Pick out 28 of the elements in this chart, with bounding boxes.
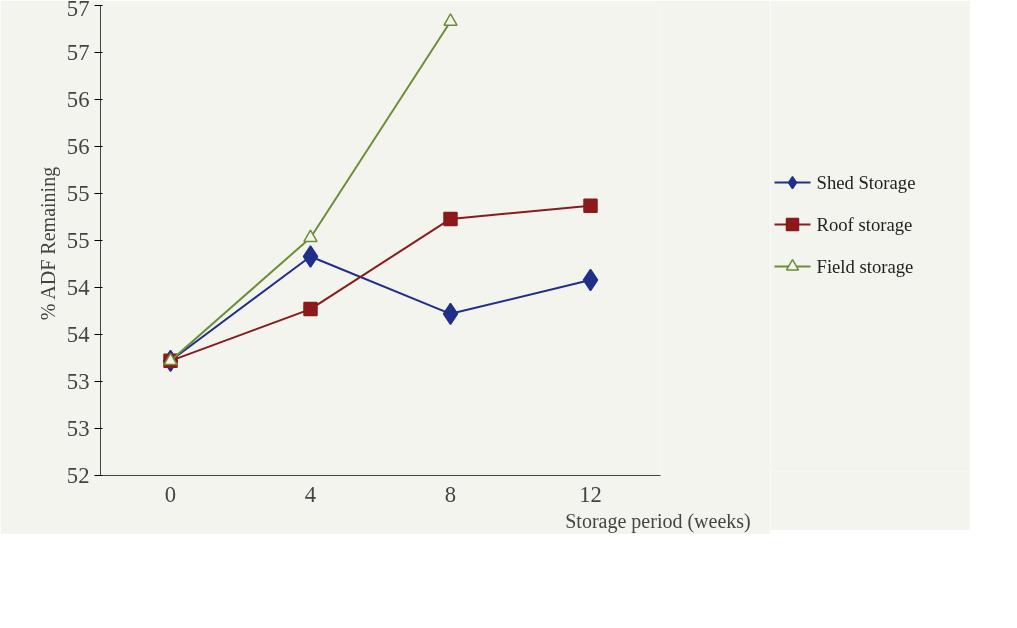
legend-label: Shed Storage: [816, 172, 916, 194]
y-tick-label: 54: [66, 322, 90, 347]
point: [303, 229, 318, 243]
point: [443, 211, 458, 227]
point: [583, 198, 598, 213]
legend-label: Field storage: [816, 255, 914, 277]
point: [443, 13, 458, 26]
legend-label: Roof storage: [816, 214, 913, 236]
y-tick-label: 53: [66, 369, 90, 394]
y-tick-label: 56: [66, 134, 90, 159]
x-tick-label: 12: [579, 481, 602, 507]
point: [302, 245, 319, 268]
y-tick-label: 57: [66, 40, 90, 65]
y-tick-label: 54: [66, 275, 90, 300]
point: [303, 301, 318, 317]
y-tick-label: 55: [66, 228, 90, 253]
point: [442, 302, 459, 326]
y-tick-label: 56: [66, 87, 90, 112]
point: [582, 268, 599, 292]
y-tick-label: 57: [66, 0, 90, 21]
y-tick-label: 53: [66, 416, 90, 441]
y-axis-title: % ADF Remaining: [36, 166, 60, 321]
y-tick-label: 52: [66, 463, 90, 488]
x-axis-title: Storage period (weeks): [565, 509, 751, 533]
x-tick-label: 0: [164, 481, 177, 507]
x-tick-label: 8: [444, 481, 457, 507]
y-tick-label: 55: [66, 181, 90, 206]
x-tick-label: 4: [304, 481, 317, 507]
